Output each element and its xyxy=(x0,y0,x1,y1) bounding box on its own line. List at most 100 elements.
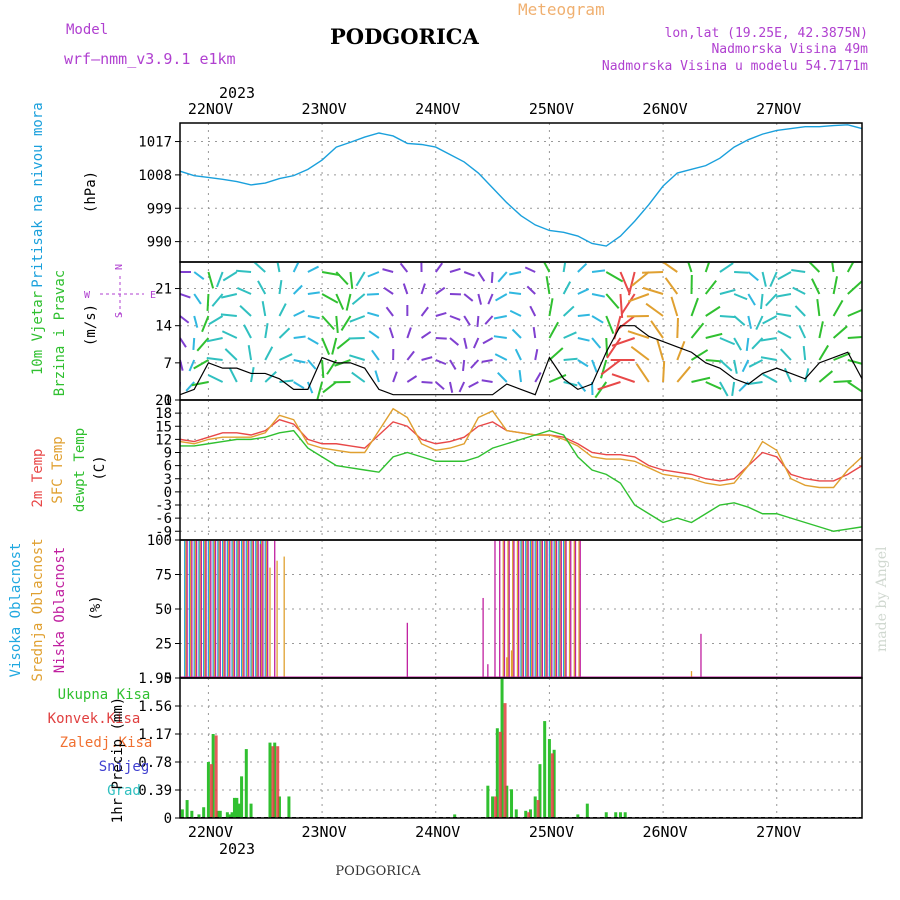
wind-barb xyxy=(563,357,578,361)
wind-barb xyxy=(392,371,398,383)
wind-barb xyxy=(180,315,190,324)
wind-barb xyxy=(211,293,224,307)
top-day-tick-label: 22NOV xyxy=(188,100,233,118)
total-precip-bar xyxy=(614,812,618,818)
wind-barb xyxy=(509,271,522,276)
wind-barb xyxy=(278,327,291,339)
wind-barb xyxy=(293,359,306,364)
wind-barb xyxy=(193,271,205,281)
wind-barb xyxy=(449,359,457,370)
wind-barb xyxy=(591,359,598,373)
wind-ylabel-2: Brzina i Pravac xyxy=(52,270,68,396)
wind-barb xyxy=(861,292,862,294)
wind-barb xyxy=(818,321,824,339)
precip-legend-item: Snijeg xyxy=(99,759,150,775)
wind-barb xyxy=(734,271,749,274)
total-precip-bar xyxy=(524,810,528,818)
wind-barb xyxy=(524,266,536,273)
wind-barb xyxy=(509,309,522,317)
wind-barb xyxy=(733,293,748,301)
wind-barb xyxy=(687,262,693,273)
wind-barb xyxy=(463,337,468,349)
wind-barb xyxy=(406,327,412,339)
wind-barb xyxy=(481,379,493,383)
wind-barb xyxy=(228,367,238,383)
t2m-line xyxy=(179,418,863,482)
wind-barb xyxy=(719,288,736,295)
wind-barb xyxy=(493,315,507,320)
wind-barb xyxy=(861,270,862,272)
y-tick-label: 1.95 xyxy=(138,671,172,687)
bottom-day-tick-label: 22NOV xyxy=(188,823,233,841)
wind-barb xyxy=(783,367,792,383)
wind-barb xyxy=(250,367,255,383)
model-elevation-label: Nadmorska Visina u modelu 54.7171m xyxy=(602,59,868,74)
total-precip-bar xyxy=(268,742,272,818)
total-precip-bar xyxy=(218,810,222,818)
total-precip-bar xyxy=(623,812,627,818)
wind-barb xyxy=(236,269,252,273)
wind-barb xyxy=(374,370,380,383)
y-tick-label: 1.56 xyxy=(138,699,172,715)
wind-barb xyxy=(577,288,590,295)
wind-barb xyxy=(239,305,252,317)
pressure-panel: 990 999 1008 1017 xyxy=(138,122,863,263)
y-tick-label: 15 xyxy=(155,419,172,435)
wind-barb xyxy=(497,271,508,283)
conv-precip-bar xyxy=(527,812,531,818)
wind-barb xyxy=(490,271,494,284)
wind-barb xyxy=(307,359,317,370)
wind-barb xyxy=(193,359,209,370)
wind-barb xyxy=(236,286,252,295)
wind-barb xyxy=(760,356,777,361)
y-tick-label: 990 xyxy=(147,235,172,251)
wind-barb xyxy=(777,271,792,281)
bottom-day-tick-label: 25NOV xyxy=(529,823,574,841)
dewpt-ylabel: dewpt Temp xyxy=(72,428,88,512)
wind-barb xyxy=(307,315,320,320)
wind-barb xyxy=(335,271,349,286)
wind-barb xyxy=(577,262,588,273)
wind-barb xyxy=(794,305,806,317)
wind-barb xyxy=(731,381,736,397)
wind-barb xyxy=(206,357,223,361)
t2m-ylabel: 2m Temp xyxy=(30,448,46,507)
wind-barb xyxy=(691,376,711,383)
wind-barb xyxy=(847,359,862,365)
compass-n: N xyxy=(114,264,125,270)
wind-barb xyxy=(207,374,224,383)
wind-barb xyxy=(448,381,454,393)
wind-barb xyxy=(468,381,479,389)
wind-barb xyxy=(368,330,380,339)
wind-barb xyxy=(349,354,366,361)
y-tick-label: 0.39 xyxy=(138,783,172,799)
y-tick-label: 0.78 xyxy=(138,755,172,771)
wind-barb xyxy=(292,284,303,295)
wind-barb xyxy=(745,337,750,352)
conv-precip-bar xyxy=(498,731,502,818)
wind-barb xyxy=(264,346,274,361)
total-precip-bar xyxy=(202,807,206,818)
wind-barb xyxy=(605,293,620,309)
wind-barb xyxy=(605,315,615,334)
wind-barb xyxy=(591,269,606,273)
wind-barb xyxy=(321,359,325,379)
total-precip-bar xyxy=(576,814,580,818)
wind-barb xyxy=(779,348,792,361)
wind-barb xyxy=(526,285,536,295)
wind-barb xyxy=(406,350,415,361)
model-label: Model xyxy=(66,22,108,38)
wind-barb xyxy=(222,271,238,282)
wind-barb xyxy=(279,353,293,361)
wind-barb xyxy=(435,359,447,366)
wind-barb xyxy=(861,338,862,340)
wind-barb xyxy=(650,320,664,339)
wind-barb xyxy=(188,359,196,372)
wind-barb xyxy=(345,293,352,311)
wind-barb xyxy=(769,271,778,288)
wind-barb xyxy=(435,286,446,295)
wind-barb xyxy=(676,317,679,339)
precip-legend-item: Ukupna Kisa xyxy=(58,687,151,703)
wind-barb xyxy=(261,301,267,317)
y-tick-label: 100 xyxy=(147,533,172,549)
